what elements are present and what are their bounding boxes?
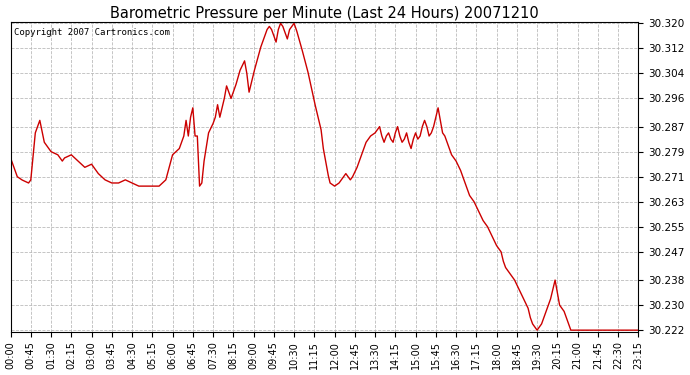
- Text: Copyright 2007 Cartronics.com: Copyright 2007 Cartronics.com: [14, 28, 170, 37]
- Title: Barometric Pressure per Minute (Last 24 Hours) 20071210: Barometric Pressure per Minute (Last 24 …: [110, 6, 539, 21]
